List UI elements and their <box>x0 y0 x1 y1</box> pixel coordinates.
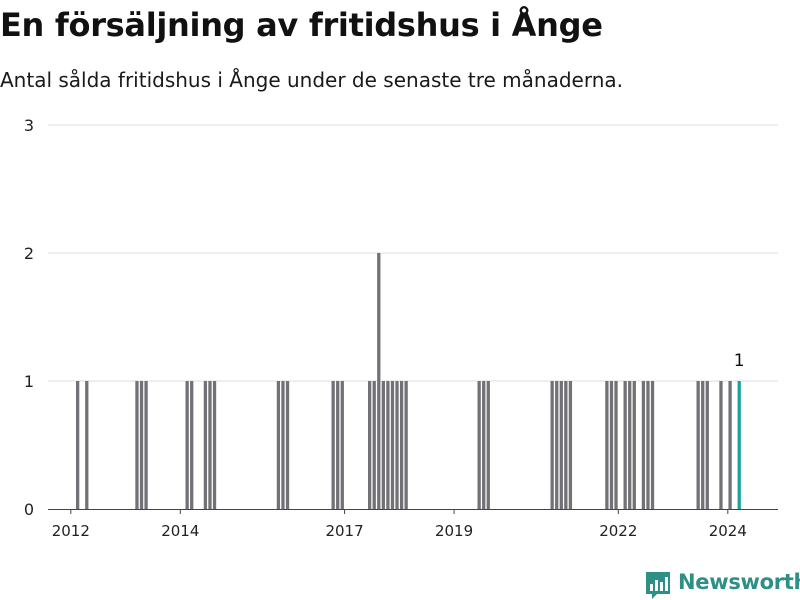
bar-chart-badge-icon <box>646 572 670 599</box>
bar <box>696 381 700 509</box>
bar <box>208 381 212 509</box>
bar <box>377 253 381 509</box>
bar <box>139 381 144 509</box>
bar <box>404 381 408 509</box>
bar <box>564 381 568 509</box>
bar <box>381 381 385 509</box>
bar <box>281 381 285 509</box>
data-labels: 1 <box>734 351 745 371</box>
bar <box>212 381 217 509</box>
bar-latest-value-label: 1 <box>734 351 745 371</box>
bar <box>568 381 573 509</box>
bar <box>609 381 614 509</box>
bar <box>559 381 563 509</box>
bar <box>144 381 148 509</box>
chart-title: En försäljning av fritidshus i Ånge <box>0 6 603 44</box>
bar <box>705 381 709 509</box>
x-tick-label: 2017 <box>325 522 363 540</box>
y-tick-label: 1 <box>24 372 34 391</box>
bar <box>486 381 490 509</box>
bar <box>276 381 281 509</box>
bar <box>623 381 627 509</box>
bar <box>605 381 609 509</box>
bar <box>399 381 404 509</box>
bar <box>701 381 705 509</box>
bar <box>331 381 335 509</box>
gridlines <box>48 124 778 510</box>
bar <box>555 381 559 509</box>
bar <box>386 381 390 509</box>
bar <box>368 381 372 509</box>
bar <box>76 381 80 509</box>
y-tick-label: 2 <box>24 244 34 263</box>
bars <box>76 253 741 509</box>
bar <box>135 381 139 509</box>
bar <box>203 381 208 509</box>
chart-subtitle: Antal sålda fritidshus i Ånge under de s… <box>0 68 623 92</box>
bar <box>632 381 636 509</box>
bar <box>336 381 340 509</box>
bar <box>477 381 481 509</box>
bar <box>372 381 376 509</box>
x-tick-label: 2019 <box>435 522 473 540</box>
brand-logo: Newsworthy <box>644 570 800 600</box>
bar <box>190 381 194 509</box>
x-tick-label: 2014 <box>161 522 199 540</box>
x-tick-label: 2022 <box>599 522 637 540</box>
bar <box>395 381 399 509</box>
bar <box>614 381 618 509</box>
bar-latest <box>737 381 741 509</box>
bar <box>646 381 650 509</box>
y-tick-label: 0 <box>24 500 34 519</box>
bar <box>650 381 655 509</box>
bar <box>728 381 732 509</box>
bar <box>185 381 189 509</box>
bar <box>340 381 344 509</box>
bar <box>85 381 89 509</box>
bar <box>641 381 646 509</box>
bar <box>628 381 632 509</box>
y-axis: 0 1 2 3 <box>24 116 34 519</box>
y-tick-label: 3 <box>24 116 34 135</box>
bar <box>482 381 486 509</box>
brand-name: Newsworthy <box>678 570 800 594</box>
x-tick-label: 2012 <box>52 522 90 540</box>
bar <box>550 381 554 509</box>
x-axis: 2012 2014 2017 2019 2022 2024 <box>52 509 747 540</box>
bar <box>719 381 723 509</box>
bar <box>285 381 290 509</box>
x-tick-label: 2024 <box>709 522 747 540</box>
bar <box>390 381 395 509</box>
